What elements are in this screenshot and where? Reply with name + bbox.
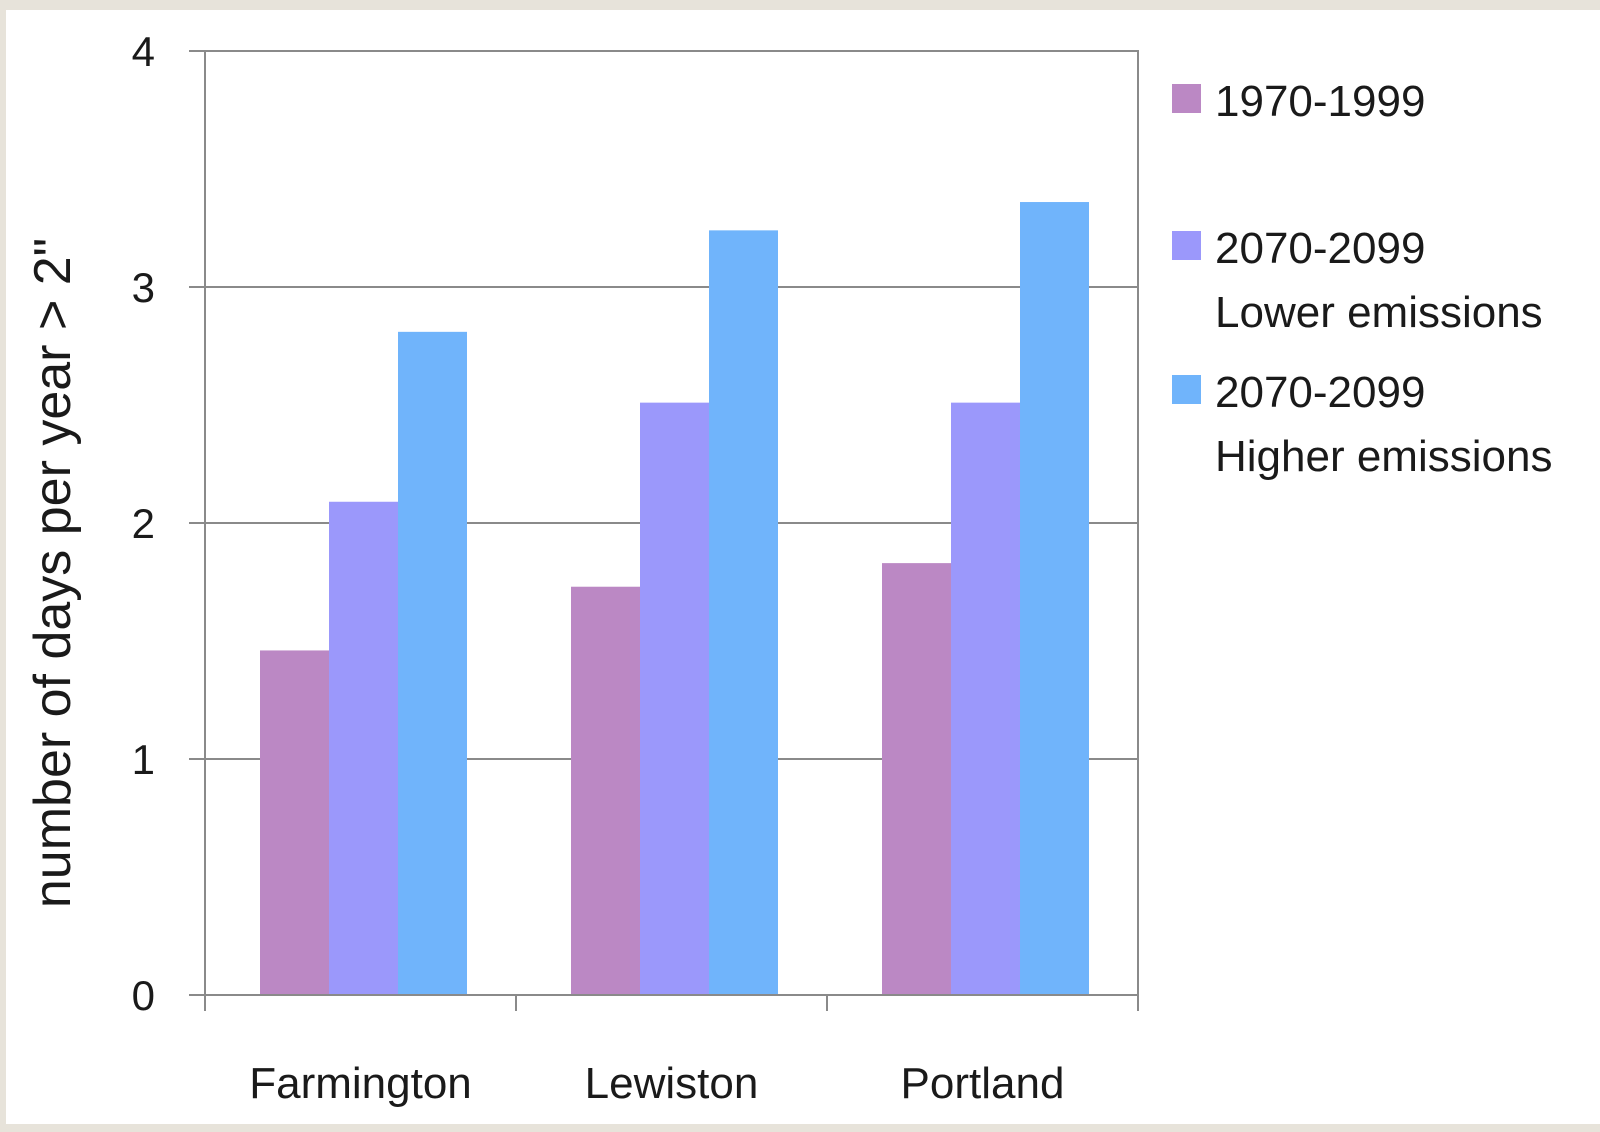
bar xyxy=(260,650,329,995)
y-tick-label: 3 xyxy=(132,264,155,311)
legend-label: 2070-2099 xyxy=(1215,368,1425,417)
legend-label: Higher emissions xyxy=(1215,432,1552,481)
x-category-label: Portland xyxy=(901,1059,1065,1108)
bar xyxy=(398,331,467,996)
y-tick-label: 2 xyxy=(132,500,155,547)
bar xyxy=(329,501,398,995)
legend-swatch xyxy=(1172,231,1201,260)
legend-swatch xyxy=(1172,84,1201,113)
legend-label: 2070-2099 xyxy=(1215,224,1425,273)
bar xyxy=(951,402,1020,995)
y-tick-label: 4 xyxy=(132,28,155,75)
y-tick-label: 1 xyxy=(132,736,155,783)
y-axis-ticks: 0 1 2 3 4 xyxy=(132,28,205,1019)
bar xyxy=(571,586,640,995)
x-axis xyxy=(204,994,1139,1011)
y-axis-title: number of days per year > 2" xyxy=(24,238,82,908)
x-category-label: Farmington xyxy=(249,1059,472,1108)
bar xyxy=(640,402,709,995)
legend-label: Lower emissions xyxy=(1215,288,1543,337)
x-category-label: Lewiston xyxy=(585,1059,759,1108)
bar xyxy=(709,230,778,996)
y-tick-label: 0 xyxy=(132,972,155,1019)
bars xyxy=(260,202,1089,996)
bar xyxy=(1020,202,1089,996)
x-axis-categories: Farmington Lewiston Portland xyxy=(249,1059,1064,1108)
legend-label: 1970-1999 xyxy=(1215,77,1425,126)
bar xyxy=(882,563,951,995)
legend-swatch xyxy=(1172,375,1201,404)
legend: 1970-1999 2070-2099 Lower emissions 2070-20… xyxy=(1172,77,1552,481)
